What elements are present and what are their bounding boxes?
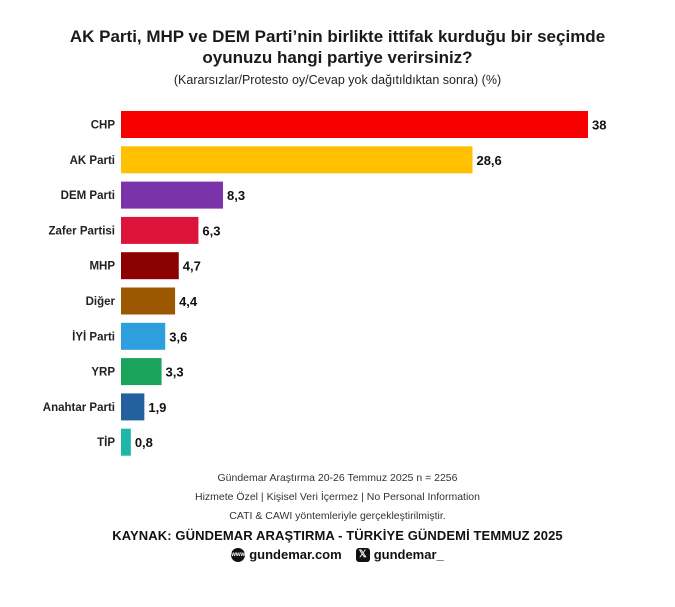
category-label: İYİ Parti [72, 330, 115, 343]
category-label: YRP [91, 367, 115, 379]
value-label: 4,7 [183, 259, 201, 274]
bar-i-yi-parti [121, 322, 166, 350]
bar-ak-parti [121, 146, 473, 174]
chart-title-line1: AK Parti, MHP ve DEM Parti’nin birlikte … [69, 27, 606, 46]
chart-subtitle: (Kararsızlar/Protesto oy/Cevap yok dağıt… [173, 73, 502, 87]
value-label: 6,3 [202, 223, 220, 238]
category-label: AK Parti [70, 155, 115, 167]
value-label: 0,8 [135, 435, 153, 450]
bar-mhp [121, 252, 179, 280]
x-handle-link[interactable]: 𝕏 gundemar_ [355, 547, 444, 562]
category-label: DEM Parti [61, 190, 115, 202]
bar-chart: CHP 38 AK Parti 28,6 DEM Parti 8,3 Zafer Parti… [43, 111, 606, 456]
website-link[interactable]: www gundemar.com [231, 547, 342, 562]
bar-dem-parti [121, 181, 224, 209]
category-label: CHP [91, 120, 116, 132]
category-label: Anahtar Parti [43, 402, 115, 414]
bar-diğer [121, 287, 176, 315]
website-label: gundemar.com [249, 547, 342, 562]
value-label: 3,3 [166, 365, 184, 380]
bar-anahtar-parti [121, 393, 145, 421]
category-label: Diğer [86, 296, 116, 308]
value-label: 4,4 [179, 294, 198, 309]
privacy-note: Hizmete Özel | Kişisel Veri İçermez | No… [195, 491, 480, 503]
bar-ti-p [121, 428, 131, 456]
bar-yrp [121, 358, 162, 386]
globe-icon: www [231, 547, 245, 562]
value-label: 28,6 [476, 153, 501, 168]
chart-title-line2: oyunuzu hangi partiye verirsiniz? [202, 48, 473, 67]
value-label: 8,3 [227, 188, 245, 203]
category-label: Zafer Partisi [49, 225, 115, 237]
survey-info: Gündemar Araştırma 20-26 Temmuz 2025 n =… [217, 472, 458, 484]
source-line: KAYNAK: GÜNDEMAR ARAŞTIRMA - TÜRKİYE GÜN… [112, 528, 563, 543]
value-label: 1,9 [148, 400, 166, 415]
value-label: 38 [592, 118, 606, 133]
x-handle-label: gundemar_ [373, 547, 444, 562]
category-label: TİP [97, 436, 115, 449]
bar-zafer-partisi [121, 216, 199, 244]
category-label: MHP [89, 261, 115, 273]
x-logo-icon: 𝕏 [355, 547, 370, 562]
method-note: CATI & CAWI yöntemleriyle gerçekleştiril… [229, 510, 446, 522]
social-links: www gundemar.com 𝕏 gundemar_ [0, 547, 675, 562]
value-label: 3,6 [169, 329, 187, 344]
bar-chp [121, 111, 588, 138]
